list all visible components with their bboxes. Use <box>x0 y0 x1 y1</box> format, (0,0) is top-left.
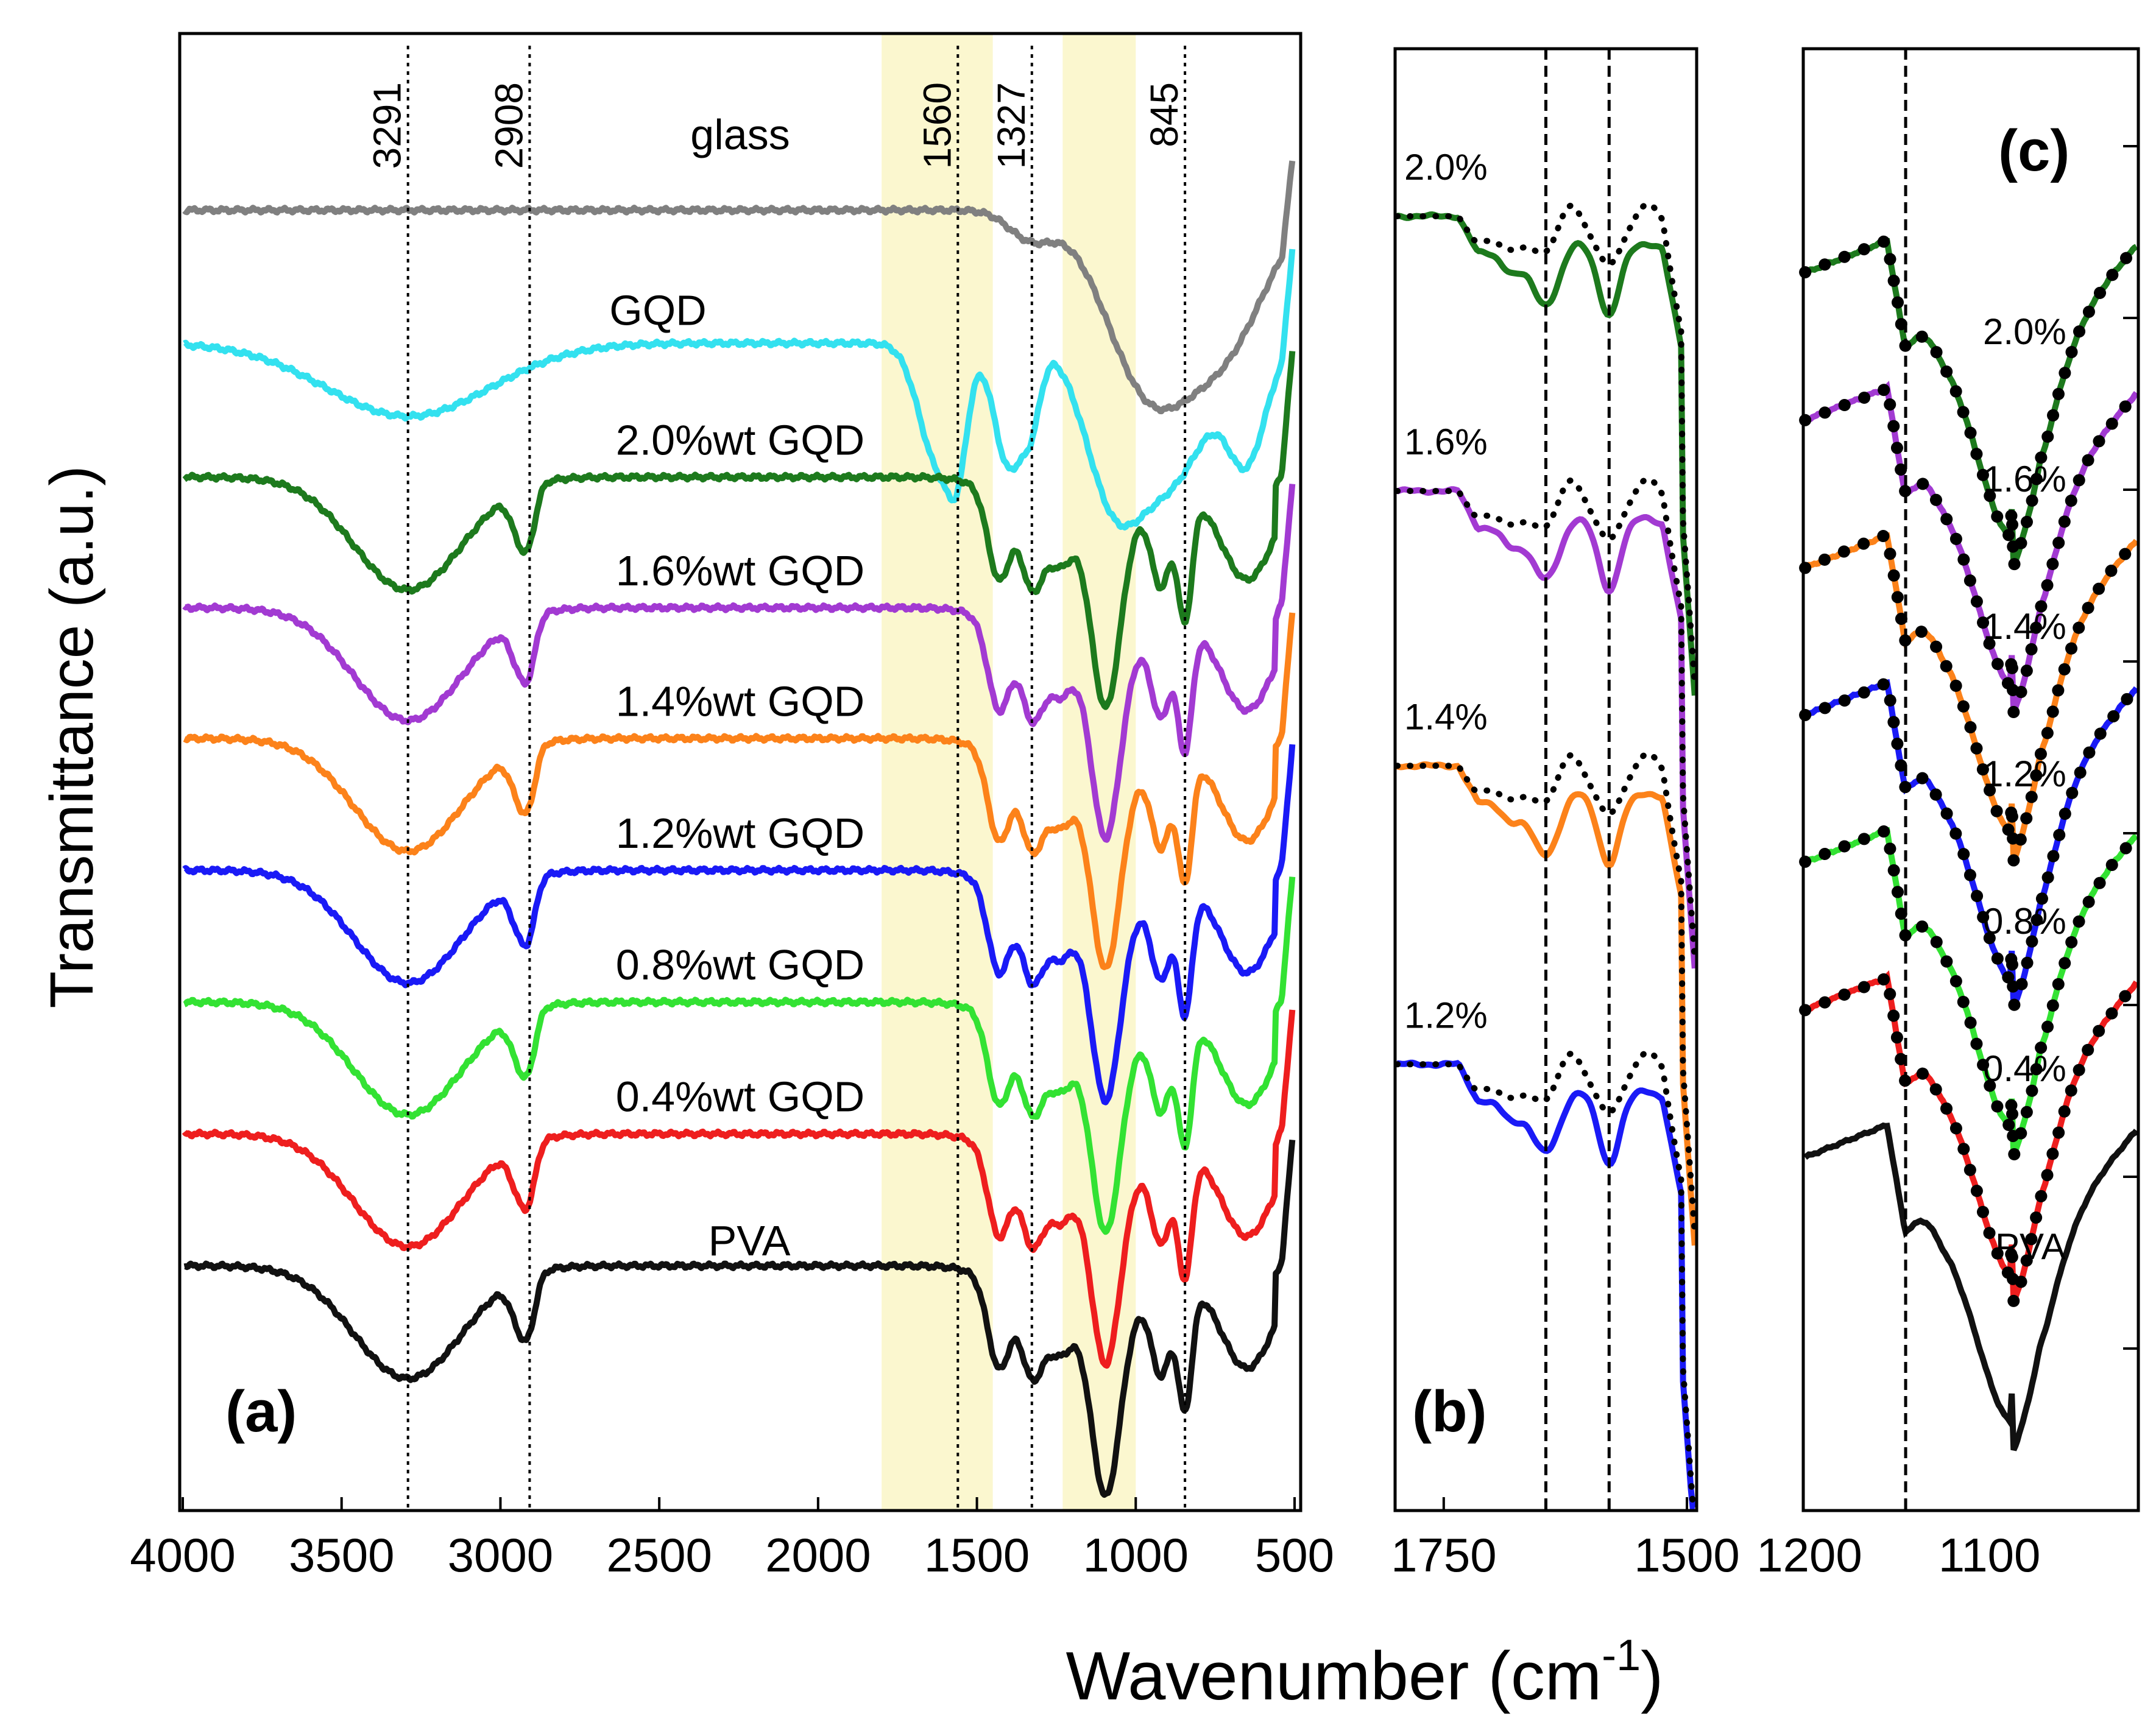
b-tick-label: 1500 <box>1634 1528 1740 1582</box>
series-label-1-2-wt-gqd: 1.2%wt GQD <box>616 809 864 857</box>
c-series-dots-2 <box>1799 528 2143 863</box>
panel-b-frame <box>1393 47 1698 1512</box>
series-line-0-4-wt-gqd <box>182 1009 1296 1369</box>
x-axis-title-close: ) <box>1641 1638 1663 1714</box>
x-axis-title-main: Wavenumber (cm <box>1066 1638 1602 1714</box>
c-series-label: 0.4% <box>1983 1048 2066 1089</box>
panel-c-series-labels: 2.0% 1.6% 1.4% 1.2% 0.8% 0.4% PVA <box>1983 311 2066 1267</box>
x-tick-label: 2000 <box>765 1528 871 1582</box>
panel-a-label: (a) <box>225 1379 297 1444</box>
c-series-line-6 <box>1803 1122 2139 1451</box>
series-label-0-8-wt-gqd: 0.8%wt GQD <box>616 941 864 989</box>
series-line-gqd <box>182 249 1296 531</box>
panel-c-ticks: 1200 1100 <box>1756 145 2138 1582</box>
x-axis-title-sup: -1 <box>1602 1631 1641 1680</box>
series-line-0-8-wt-gqd <box>182 876 1296 1235</box>
panel-a-peak-lines: 3291 2908 1560 1327 845 <box>366 46 1187 1511</box>
panel-b: 2.0% 1.6% 1.4% 1.2% 1750 1500 (b) <box>1391 47 1740 1582</box>
c-series-label: 1.2% <box>1983 753 2066 794</box>
b-tick-label: 1750 <box>1391 1528 1497 1582</box>
series-line-glass <box>182 160 1296 415</box>
c-tick-label: 1100 <box>1939 1528 2041 1582</box>
b-series-label: 1.6% <box>1404 421 1488 462</box>
x-tick-label: 1500 <box>924 1528 1030 1582</box>
peak-label-845: 845 <box>1142 82 1186 147</box>
c-series-dots-0 <box>1799 235 2143 568</box>
b-series-label: 1.4% <box>1404 696 1488 737</box>
series-line-1-6-wt-gqd <box>182 484 1296 843</box>
b-series-label: 2.0% <box>1404 147 1488 188</box>
x-tick-label: 3000 <box>448 1528 554 1582</box>
series-label-gqd: GQD <box>609 286 706 334</box>
series-line-1-2-wt-gqd <box>182 744 1296 1106</box>
panel-a-curves <box>182 160 1296 1498</box>
c-series-label: 1.4% <box>1983 606 2066 647</box>
b-series-label: 1.2% <box>1404 995 1488 1035</box>
c-series-dots-1 <box>1799 374 2143 715</box>
peak-label-2908: 2908 <box>487 82 531 169</box>
series-label-glass: glass <box>690 111 790 158</box>
panel-b-ticks: 1750 1500 <box>1391 1497 1740 1582</box>
series-line-1-4-wt-gqd <box>182 612 1296 970</box>
x-tick-label: 1000 <box>1083 1528 1189 1582</box>
series-label-1-4-wt-gqd: 1.4%wt GQD <box>616 677 864 725</box>
peak-label-3291: 3291 <box>366 82 409 169</box>
series-label-0-4-wt-gqd: 0.4%wt GQD <box>616 1073 864 1121</box>
c-series-label: 2.0% <box>1983 311 2066 352</box>
peak-label-1560: 1560 <box>915 82 959 169</box>
panel-c: 2.0% 1.6% 1.4% 1.2% 0.8% 0.4% PVA 1200 1100 (c) <box>1756 47 2143 1582</box>
x-tick-label: 4000 <box>130 1528 236 1582</box>
panel-a-ticks: 4000 3500 3000 2500 2000 1500 1000 500 <box>130 1497 1334 1582</box>
c-tick-label: 1200 <box>1756 1528 1862 1582</box>
panel-b-series-labels: 2.0% 1.6% 1.4% 1.2% <box>1404 147 1488 1035</box>
c-series-dots-3 <box>1799 675 2143 1009</box>
panel-c-frame <box>1801 47 2140 1512</box>
series-line-2-0-wt-gqd <box>182 351 1296 710</box>
panel-a: 3291 2908 1560 1327 845 glass GQD 2.0%wt GQD 1.… <box>130 32 1334 1582</box>
c-series-dots-5 <box>1799 964 2143 1304</box>
panel-a-series-labels: glass GQD 2.0%wt GQD 1.6%wt GQD 1.4%wt GQD 1.… <box>609 111 864 1264</box>
panel-a-highlight-bands <box>882 34 1136 1511</box>
x-tick-label: 2500 <box>606 1528 712 1582</box>
x-tick-label: 3500 <box>289 1528 395 1582</box>
series-line-pva <box>182 1139 1296 1498</box>
c-series-dots-4 <box>1799 823 2143 1158</box>
panel-a-frame <box>178 32 1302 1512</box>
y-axis-title: Transmittance (a.u.) <box>38 465 106 1008</box>
panel-b-dashed-lines <box>1544 49 1611 1511</box>
panel-c-curves <box>1799 235 2143 1451</box>
series-label-pva: PVA <box>709 1217 791 1264</box>
panel-b-label: (b) <box>1412 1379 1487 1444</box>
series-label-1-6-wt-gqd: 1.6%wt GQD <box>616 547 864 594</box>
c-series-label: 0.8% <box>1983 901 2066 942</box>
b-series-dots-0 <box>1394 200 1698 686</box>
c-series-label: 1.6% <box>1983 459 2066 499</box>
peak-label-1327: 1327 <box>989 82 1033 169</box>
panel-c-label: (c) <box>1998 118 2069 183</box>
c-series-label: PVA <box>1995 1226 2066 1267</box>
series-label-2-0-wt-gqd: 2.0%wt GQD <box>616 416 864 464</box>
x-tick-label: 500 <box>1255 1528 1334 1582</box>
x-axis-title: Wavenumber (cm-1) <box>1066 1631 1664 1714</box>
